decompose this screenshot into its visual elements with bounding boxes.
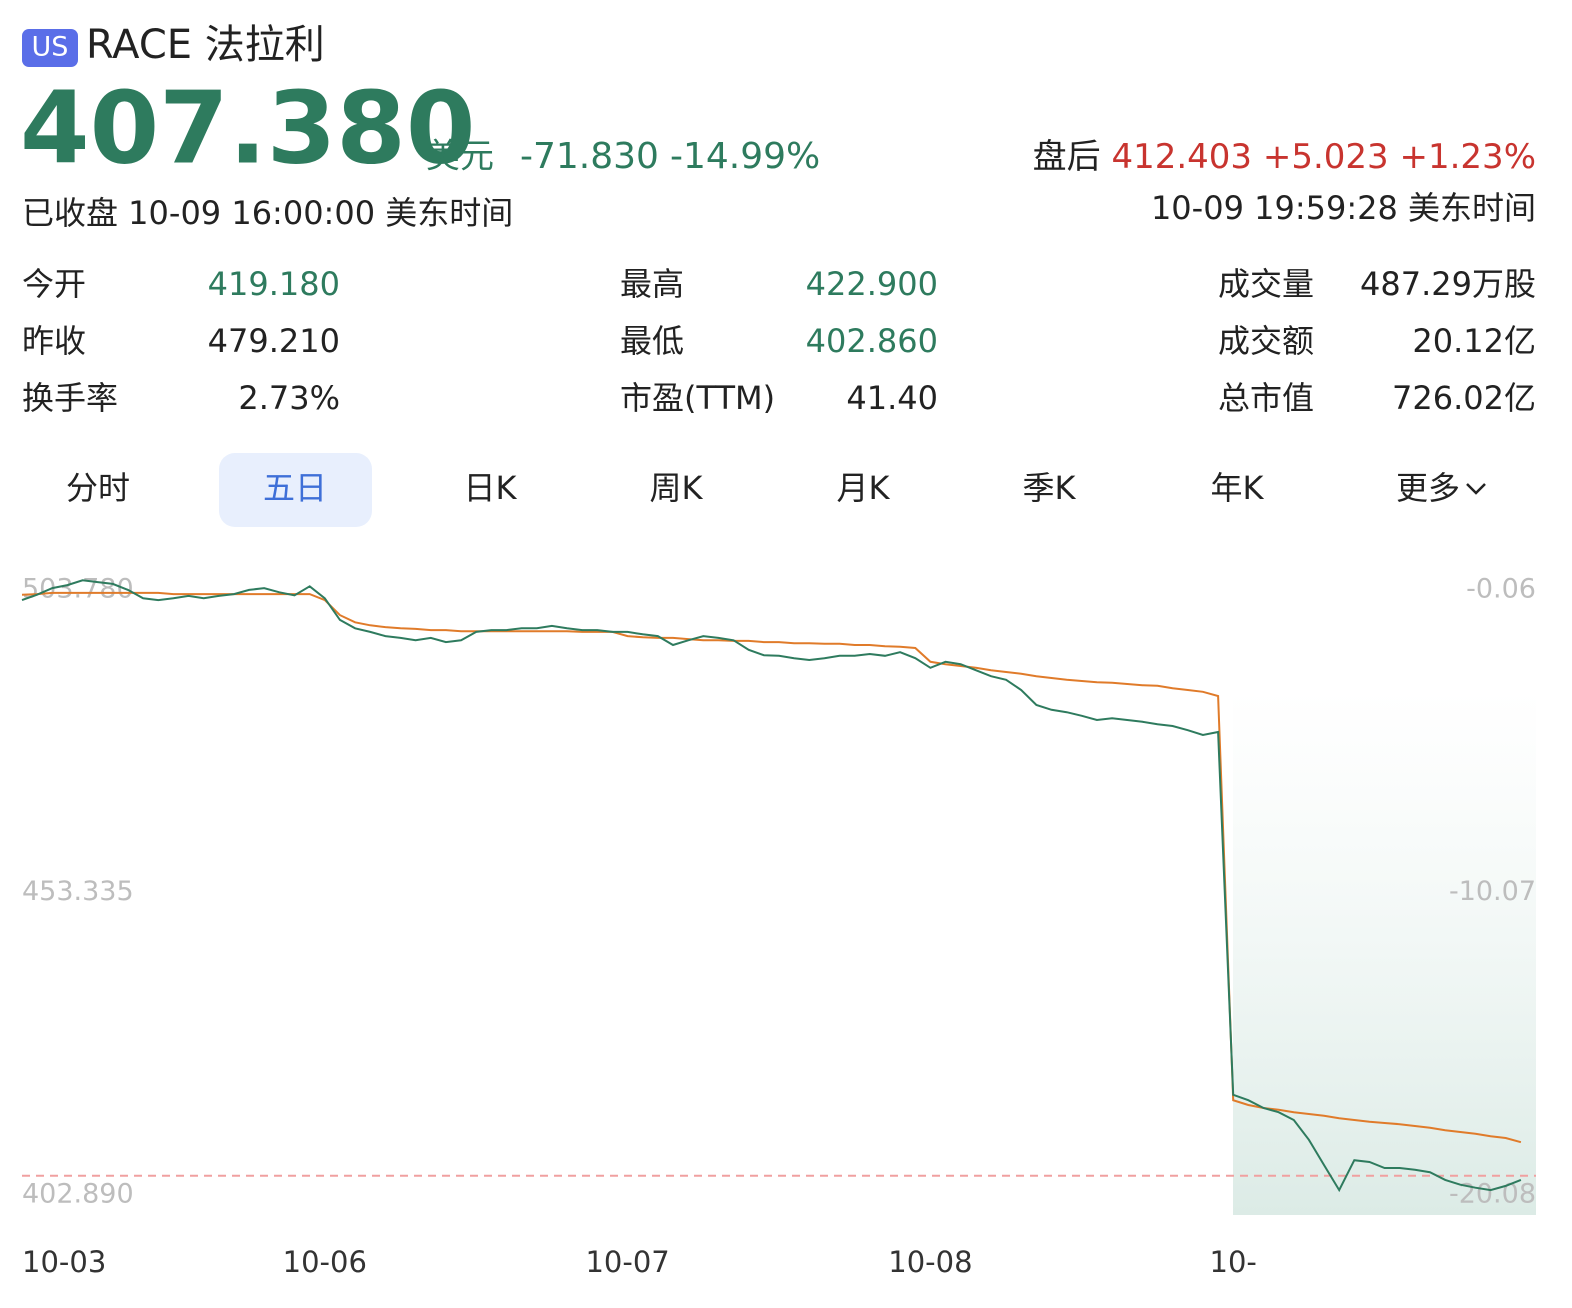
tab[interactable]: 更多 <box>1396 469 1460 507</box>
stat-value: 419.180 <box>208 265 340 303</box>
tab[interactable]: 季K <box>1023 469 1077 507</box>
tab[interactable]: 周K <box>650 469 704 507</box>
change: -71.830 <box>520 136 659 177</box>
y-tick-label: 453.335 <box>22 876 134 907</box>
stat-value: 479.210 <box>208 322 340 360</box>
stat-value: 2.73% <box>238 379 340 417</box>
tab[interactable]: 五日 <box>263 469 327 507</box>
after-hours: 盘后 412.403 +5.023 +1.23% <box>1033 137 1536 177</box>
stat-label: 成交额 <box>1218 322 1314 360</box>
x-tick-label: 10-03 <box>22 1245 106 1279</box>
tab[interactable]: 月K <box>837 469 891 507</box>
ah-label: 盘后 <box>1033 137 1101 177</box>
price: 407.380 <box>20 69 475 186</box>
ah-time: 10-09 19:59:28 美东时间 <box>1151 189 1536 227</box>
y2-tick-label: -0.06 <box>1466 574 1536 605</box>
stat-label: 换手率 <box>22 379 118 417</box>
ah-pct: +1.23% <box>1400 137 1537 177</box>
stat-value: 726.02亿 <box>1392 379 1536 417</box>
tab[interactable]: 日K <box>464 469 518 507</box>
x-tick-label: 10-06 <box>283 1245 367 1279</box>
stat-label: 市盈(TTM) <box>620 379 775 417</box>
tab[interactable]: 分时 <box>66 469 130 507</box>
stat-label: 今开 <box>22 265 86 303</box>
series-line <box>21 591 1522 1144</box>
stat-label: 昨收 <box>22 322 86 360</box>
x-tick-label: 10-07 <box>585 1245 669 1279</box>
tab-active-bg <box>219 453 372 527</box>
shade <box>1233 690 1536 1215</box>
chart: 503.780 453.335 402.890 -0.06 -10.07 -20.08 10… <box>21 574 1536 1279</box>
ah-change: +5.023 <box>1263 137 1389 177</box>
stat-value: 487.29万股 <box>1360 265 1536 303</box>
tabs: 分时 五日 日K 周K 月K 季K 年K 更多 <box>66 469 1460 507</box>
chevron <box>1466 483 1486 495</box>
x-tick-label: 10- <box>1210 1245 1257 1279</box>
stat-label: 总市值 <box>1218 379 1314 417</box>
stat-value: 422.900 <box>806 265 938 303</box>
y2-tick-label: -20.08 <box>1449 1179 1536 1210</box>
tab[interactable]: 年K <box>1211 469 1265 507</box>
stat-label: 最高 <box>620 265 684 303</box>
change-pct: -14.99% <box>670 136 820 177</box>
badge: US <box>32 32 69 63</box>
stat-label: 最低 <box>620 322 684 360</box>
ah-price: 412.403 <box>1111 137 1252 177</box>
badge-bg <box>22 29 78 67</box>
currency: 美元 <box>426 137 494 177</box>
y-tick-label: 503.780 <box>22 574 134 605</box>
stat-value: 41.40 <box>846 379 938 417</box>
x-tick-label: 10-08 <box>888 1245 972 1279</box>
series-line <box>21 579 1522 1193</box>
stats: 今开 419.180 昨收 479.210 换手率 2.73% 最高 422.900 最低 402… <box>22 265 1536 417</box>
y2-tick-label: -10.07 <box>1449 876 1536 907</box>
y-tick-label: 402.890 <box>22 1179 134 1210</box>
stat-value: 20.12亿 <box>1412 322 1536 360</box>
stat-value: 402.860 <box>806 322 938 360</box>
status: 已收盘 10-09 16:00:00 美东时间 <box>22 194 513 232</box>
title: RACE 法拉利 <box>86 22 325 68</box>
stat-label: 成交量 <box>1218 265 1314 303</box>
